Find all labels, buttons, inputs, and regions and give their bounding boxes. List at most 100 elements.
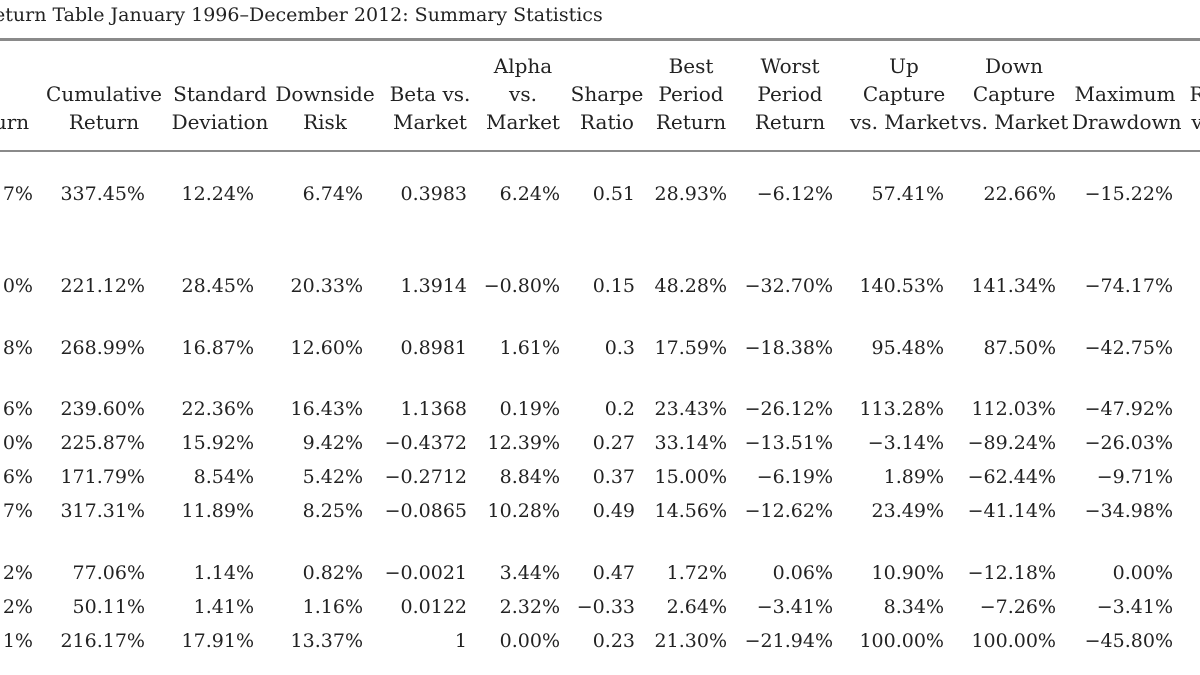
table-cell: −3.14% bbox=[867, 432, 944, 454]
table-cell: 225.87% bbox=[60, 432, 145, 454]
table-cell: 1.72% bbox=[666, 562, 727, 584]
table-cell: 12.39% bbox=[487, 432, 560, 454]
table-cell: −34.98% bbox=[1084, 500, 1173, 522]
table-cell: 8% bbox=[2, 337, 33, 359]
column-header: Sharpe Ratio bbox=[568, 52, 646, 136]
table-cell: 112.03% bbox=[971, 398, 1056, 420]
table-cell: 10.28% bbox=[487, 500, 560, 522]
table-cell: 1 bbox=[454, 630, 467, 652]
table-cell: 12.24% bbox=[181, 183, 254, 205]
table-cell: 3.44% bbox=[499, 562, 560, 584]
table-cell: 21.30% bbox=[654, 630, 727, 652]
column-header-line: Up bbox=[889, 54, 919, 78]
table-cell: −32.70% bbox=[744, 275, 833, 297]
column-header-line: Worst bbox=[760, 54, 820, 78]
table-cell: 0.06% bbox=[772, 562, 833, 584]
table-cell: 317.31% bbox=[60, 500, 145, 522]
table-cell: 0.49 bbox=[592, 500, 635, 522]
table-cell: 0.19% bbox=[499, 398, 560, 420]
table-cell: 8.34% bbox=[883, 596, 944, 618]
table-cell: −13.51% bbox=[744, 432, 833, 454]
table-cell: 2.64% bbox=[666, 596, 727, 618]
table-cell: 8.54% bbox=[193, 466, 254, 488]
table-cell: −3.41% bbox=[1096, 596, 1173, 618]
column-header: Alpha vs. Market bbox=[482, 52, 564, 136]
column-header: Worst Period Return bbox=[740, 52, 840, 136]
table-cell: 7% bbox=[2, 500, 33, 522]
table-cell: 0.0122 bbox=[400, 596, 467, 618]
table-cell: 33.14% bbox=[654, 432, 727, 454]
column-header-line: Down bbox=[984, 54, 1044, 78]
column-header-line: Risk bbox=[303, 110, 347, 134]
column-header-line: Maximum bbox=[1074, 82, 1176, 106]
table-cell: 28.93% bbox=[654, 183, 727, 205]
table-cell: 337.45% bbox=[60, 183, 145, 205]
table-cell: −26.12% bbox=[744, 398, 833, 420]
table-cell: 1.89% bbox=[883, 466, 944, 488]
column-header-line: Return bbox=[68, 110, 140, 134]
column-header-line: R bbox=[1189, 82, 1200, 106]
column-header: Downside Risk bbox=[270, 52, 380, 136]
table-cell: 113.28% bbox=[859, 398, 944, 420]
column-header-line: Alpha bbox=[493, 54, 553, 78]
table-cell: −3.41% bbox=[756, 596, 833, 618]
column-header-line bbox=[568, 52, 646, 80]
table-cell: −26.03% bbox=[1084, 432, 1173, 454]
table-cell: 57.41% bbox=[871, 183, 944, 205]
column-header: Standard Deviation bbox=[170, 52, 270, 136]
table-cell: 0.37 bbox=[592, 466, 635, 488]
table-cell: 0% bbox=[2, 432, 33, 454]
column-header-line: Cumulative bbox=[46, 82, 162, 106]
table-cell: −74.17% bbox=[1084, 275, 1173, 297]
table-cell: −45.80% bbox=[1084, 630, 1173, 652]
column-header: Best Period Return bbox=[652, 52, 730, 136]
table-cell: 1.61% bbox=[499, 337, 560, 359]
column-header-line bbox=[170, 52, 270, 80]
table-cell: 5.42% bbox=[302, 466, 363, 488]
table-cell: 0.15 bbox=[592, 275, 635, 297]
table-cell: −6.12% bbox=[756, 183, 833, 205]
table-cell: 1.14% bbox=[193, 562, 254, 584]
table-cell: 16.43% bbox=[290, 398, 363, 420]
table-cell: 268.99% bbox=[60, 337, 145, 359]
table-cell: −0.4372 bbox=[384, 432, 467, 454]
table-cell: 6.24% bbox=[499, 183, 560, 205]
table-cell: 100.00% bbox=[859, 630, 944, 652]
table-cell: 20.33% bbox=[290, 275, 363, 297]
table-cell: 6% bbox=[2, 466, 33, 488]
table-cell: −0.33 bbox=[576, 596, 635, 618]
table-cell: 0.8981 bbox=[400, 337, 467, 359]
column-header-line bbox=[1072, 52, 1178, 80]
table-cell: 13.37% bbox=[290, 630, 363, 652]
table-cell: 0.23 bbox=[592, 630, 635, 652]
table-cell: 14.56% bbox=[654, 500, 727, 522]
table-cell: 95.48% bbox=[871, 337, 944, 359]
table-cell: 1% bbox=[2, 630, 33, 652]
table-cell: 140.53% bbox=[859, 275, 944, 297]
table-cell: 216.17% bbox=[60, 630, 145, 652]
table-cell: 77.06% bbox=[72, 562, 145, 584]
table-cell: −6.19% bbox=[756, 466, 833, 488]
table-cell: −9.71% bbox=[1096, 466, 1173, 488]
table-cell: 0.2 bbox=[604, 398, 635, 420]
column-header: Up Capture vs. Market bbox=[850, 52, 958, 136]
table-cell: 22.36% bbox=[181, 398, 254, 420]
column-header-line: Ratio bbox=[580, 110, 634, 134]
table-cell: 11.89% bbox=[181, 500, 254, 522]
table-cell: −0.80% bbox=[483, 275, 560, 297]
table-cell: 0.47 bbox=[592, 562, 635, 584]
table-cell: 0.82% bbox=[302, 562, 363, 584]
table-cell: 0.00% bbox=[1112, 562, 1173, 584]
column-header-line: vs. Market bbox=[850, 110, 959, 134]
table-cell: −0.0865 bbox=[384, 500, 467, 522]
table-caption: eturn Table January 1996–December 2012: … bbox=[0, 4, 603, 26]
table-cell: 17.91% bbox=[181, 630, 254, 652]
table-cell: 0.00% bbox=[499, 630, 560, 652]
column-header-line bbox=[380, 52, 480, 80]
table-cell: 6% bbox=[2, 398, 33, 420]
table-cell: −12.18% bbox=[967, 562, 1056, 584]
column-header-line bbox=[1182, 52, 1200, 80]
table-cell: −42.75% bbox=[1084, 337, 1173, 359]
column-header-line: v bbox=[1191, 110, 1200, 134]
column-header: Maximum Drawdown bbox=[1072, 52, 1181, 136]
